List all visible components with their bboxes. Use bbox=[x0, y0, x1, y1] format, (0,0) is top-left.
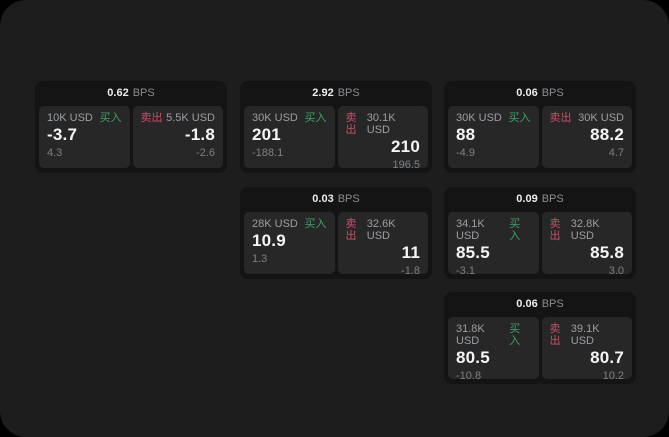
sell-panel[interactable]: 卖出 32.6K USD 11 -1.8 bbox=[337, 212, 428, 277]
quote-panels: 31.8K USD 买入 80.5 -10.8 卖出 39.1K USD 80.… bbox=[444, 317, 636, 382]
sell-delta: -2.6 bbox=[196, 147, 215, 159]
sell-notional: 32.6K USD bbox=[366, 218, 396, 242]
sell-price: 88.2 bbox=[590, 125, 624, 144]
quote-panels: 30K USD 买入 201 -188.1 卖出 30.1K USD 210 1… bbox=[240, 106, 432, 171]
quote-card: 2.92 BPS 30K USD 买入 201 -188.1 卖出 30.1K … bbox=[240, 81, 432, 173]
buy-panel[interactable]: 31.8K USD 买入 80.5 -10.8 bbox=[448, 317, 539, 382]
sell-panel[interactable]: 卖出 30.1K USD 210 196.5 bbox=[337, 106, 428, 171]
card-header: 0.62 BPS bbox=[35, 81, 227, 106]
bps-value: 0.62 bbox=[107, 87, 129, 99]
sell-panel[interactable]: 卖出 32.8K USD 85.8 3.0 bbox=[541, 212, 632, 277]
buy-price: 201 bbox=[252, 125, 281, 144]
bps-value: 0.06 bbox=[516, 298, 538, 310]
buy-delta: 1.3 bbox=[252, 253, 268, 265]
buy-delta: -4.9 bbox=[456, 147, 475, 159]
buy-notional: 30K USD bbox=[456, 112, 502, 124]
sell-panel[interactable]: 卖出 5.5K USD -1.8 -2.6 bbox=[132, 106, 223, 168]
sell-price: 11 bbox=[401, 243, 420, 262]
buy-panel[interactable]: 10K USD 买入 -3.7 4.3 bbox=[39, 106, 130, 168]
buy-delta: 4.3 bbox=[47, 147, 63, 159]
sell-notional: 5.5K USD bbox=[166, 112, 215, 124]
sell-side-badge: 卖出 bbox=[345, 112, 357, 136]
buy-panel[interactable]: 30K USD 买入 201 -188.1 bbox=[244, 106, 335, 168]
sell-side-badge: 卖出 bbox=[140, 112, 163, 124]
sell-notional: 39.1K USD bbox=[570, 323, 600, 347]
quote-card: 0.09 BPS 34.1K USD 买入 85.5 -3.1 卖出 32.8K… bbox=[444, 187, 636, 279]
quote-panels: 34.1K USD 买入 85.5 -3.1 卖出 32.8K USD 85.8… bbox=[444, 212, 636, 277]
sell-side-badge: 卖出 bbox=[549, 112, 572, 124]
buy-delta: -10.8 bbox=[456, 370, 482, 382]
buy-notional: 30K USD bbox=[252, 112, 298, 124]
bps-unit-label: BPS bbox=[541, 298, 564, 310]
bps-unit-label: BPS bbox=[132, 87, 155, 99]
card-header: 2.92 BPS bbox=[240, 81, 432, 106]
buy-side-badge: 买入 bbox=[508, 112, 531, 124]
buy-notional: 31.8K USD bbox=[456, 323, 485, 347]
card-header: 0.03 BPS bbox=[240, 187, 432, 212]
sell-side-badge: 卖出 bbox=[345, 218, 357, 242]
buy-notional: 10K USD bbox=[47, 112, 93, 124]
buy-side-badge: 买入 bbox=[304, 218, 327, 230]
buy-notional: 34.1K USD bbox=[456, 218, 485, 242]
sell-notional: 32.8K USD bbox=[570, 218, 600, 242]
buy-panel[interactable]: 34.1K USD 买入 85.5 -3.1 bbox=[448, 212, 539, 277]
sell-notional: 30K USD bbox=[578, 112, 624, 124]
bps-unit-label: BPS bbox=[337, 87, 360, 99]
bps-unit-label: BPS bbox=[541, 193, 564, 205]
quote-panels: 30K USD 买入 88 -4.9 卖出 30K USD 88.2 4.7 bbox=[444, 106, 636, 168]
sell-price: 80.7 bbox=[590, 348, 624, 367]
sell-side-badge: 卖出 bbox=[549, 218, 561, 242]
buy-side-badge: 买入 bbox=[99, 112, 122, 124]
sell-delta: 196.5 bbox=[392, 159, 420, 171]
buy-price: -3.7 bbox=[47, 125, 78, 144]
quote-card: 0.06 BPS 30K USD 买入 88 -4.9 卖出 30K USD 8… bbox=[444, 81, 636, 173]
bps-unit-label: BPS bbox=[337, 193, 360, 205]
card-header: 0.06 BPS bbox=[444, 81, 636, 106]
sell-price: -1.8 bbox=[184, 125, 215, 144]
sell-delta: 4.7 bbox=[608, 147, 624, 159]
bps-value: 2.92 bbox=[312, 87, 334, 99]
buy-side-badge: 买入 bbox=[509, 323, 521, 347]
buy-panel[interactable]: 28K USD 买入 10.9 1.3 bbox=[244, 212, 335, 274]
bps-value: 0.09 bbox=[516, 193, 538, 205]
card-header: 0.06 BPS bbox=[444, 292, 636, 317]
bps-value: 0.03 bbox=[312, 193, 334, 205]
buy-price: 80.5 bbox=[456, 348, 490, 367]
buy-price: 10.9 bbox=[252, 231, 286, 250]
quote-panels: 10K USD 买入 -3.7 4.3 卖出 5.5K USD -1.8 -2.… bbox=[35, 106, 227, 168]
sell-delta: 10.2 bbox=[602, 370, 624, 382]
sell-delta: 3.0 bbox=[608, 265, 624, 277]
buy-delta: -3.1 bbox=[456, 265, 475, 277]
sell-notional: 30.1K USD bbox=[366, 112, 396, 136]
card-header: 0.09 BPS bbox=[444, 187, 636, 212]
quote-card: 0.62 BPS 10K USD 买入 -3.7 4.3 卖出 5.5K USD… bbox=[35, 81, 227, 173]
sell-delta: -1.8 bbox=[401, 265, 420, 277]
sell-side-badge: 卖出 bbox=[549, 323, 561, 347]
bps-value: 0.06 bbox=[516, 87, 538, 99]
buy-delta: -188.1 bbox=[252, 147, 284, 159]
bps-unit-label: BPS bbox=[541, 87, 564, 99]
buy-price: 85.5 bbox=[456, 243, 490, 262]
quote-panels: 28K USD 买入 10.9 1.3 卖出 32.6K USD 11 -1.8 bbox=[240, 212, 432, 277]
buy-price: 88 bbox=[456, 125, 476, 144]
buy-panel[interactable]: 30K USD 买入 88 -4.9 bbox=[448, 106, 539, 168]
buy-side-badge: 买入 bbox=[304, 112, 327, 124]
buy-side-badge: 买入 bbox=[509, 218, 521, 242]
sell-panel[interactable]: 卖出 39.1K USD 80.7 10.2 bbox=[541, 317, 632, 382]
sell-price: 210 bbox=[391, 137, 420, 156]
sell-panel[interactable]: 卖出 30K USD 88.2 4.7 bbox=[541, 106, 632, 168]
sell-price: 85.8 bbox=[590, 243, 624, 262]
quote-card: 0.03 BPS 28K USD 买入 10.9 1.3 卖出 32.6K US… bbox=[240, 187, 432, 279]
buy-notional: 28K USD bbox=[252, 218, 298, 230]
quote-card: 0.06 BPS 31.8K USD 买入 80.5 -10.8 卖出 39.1… bbox=[444, 292, 636, 384]
